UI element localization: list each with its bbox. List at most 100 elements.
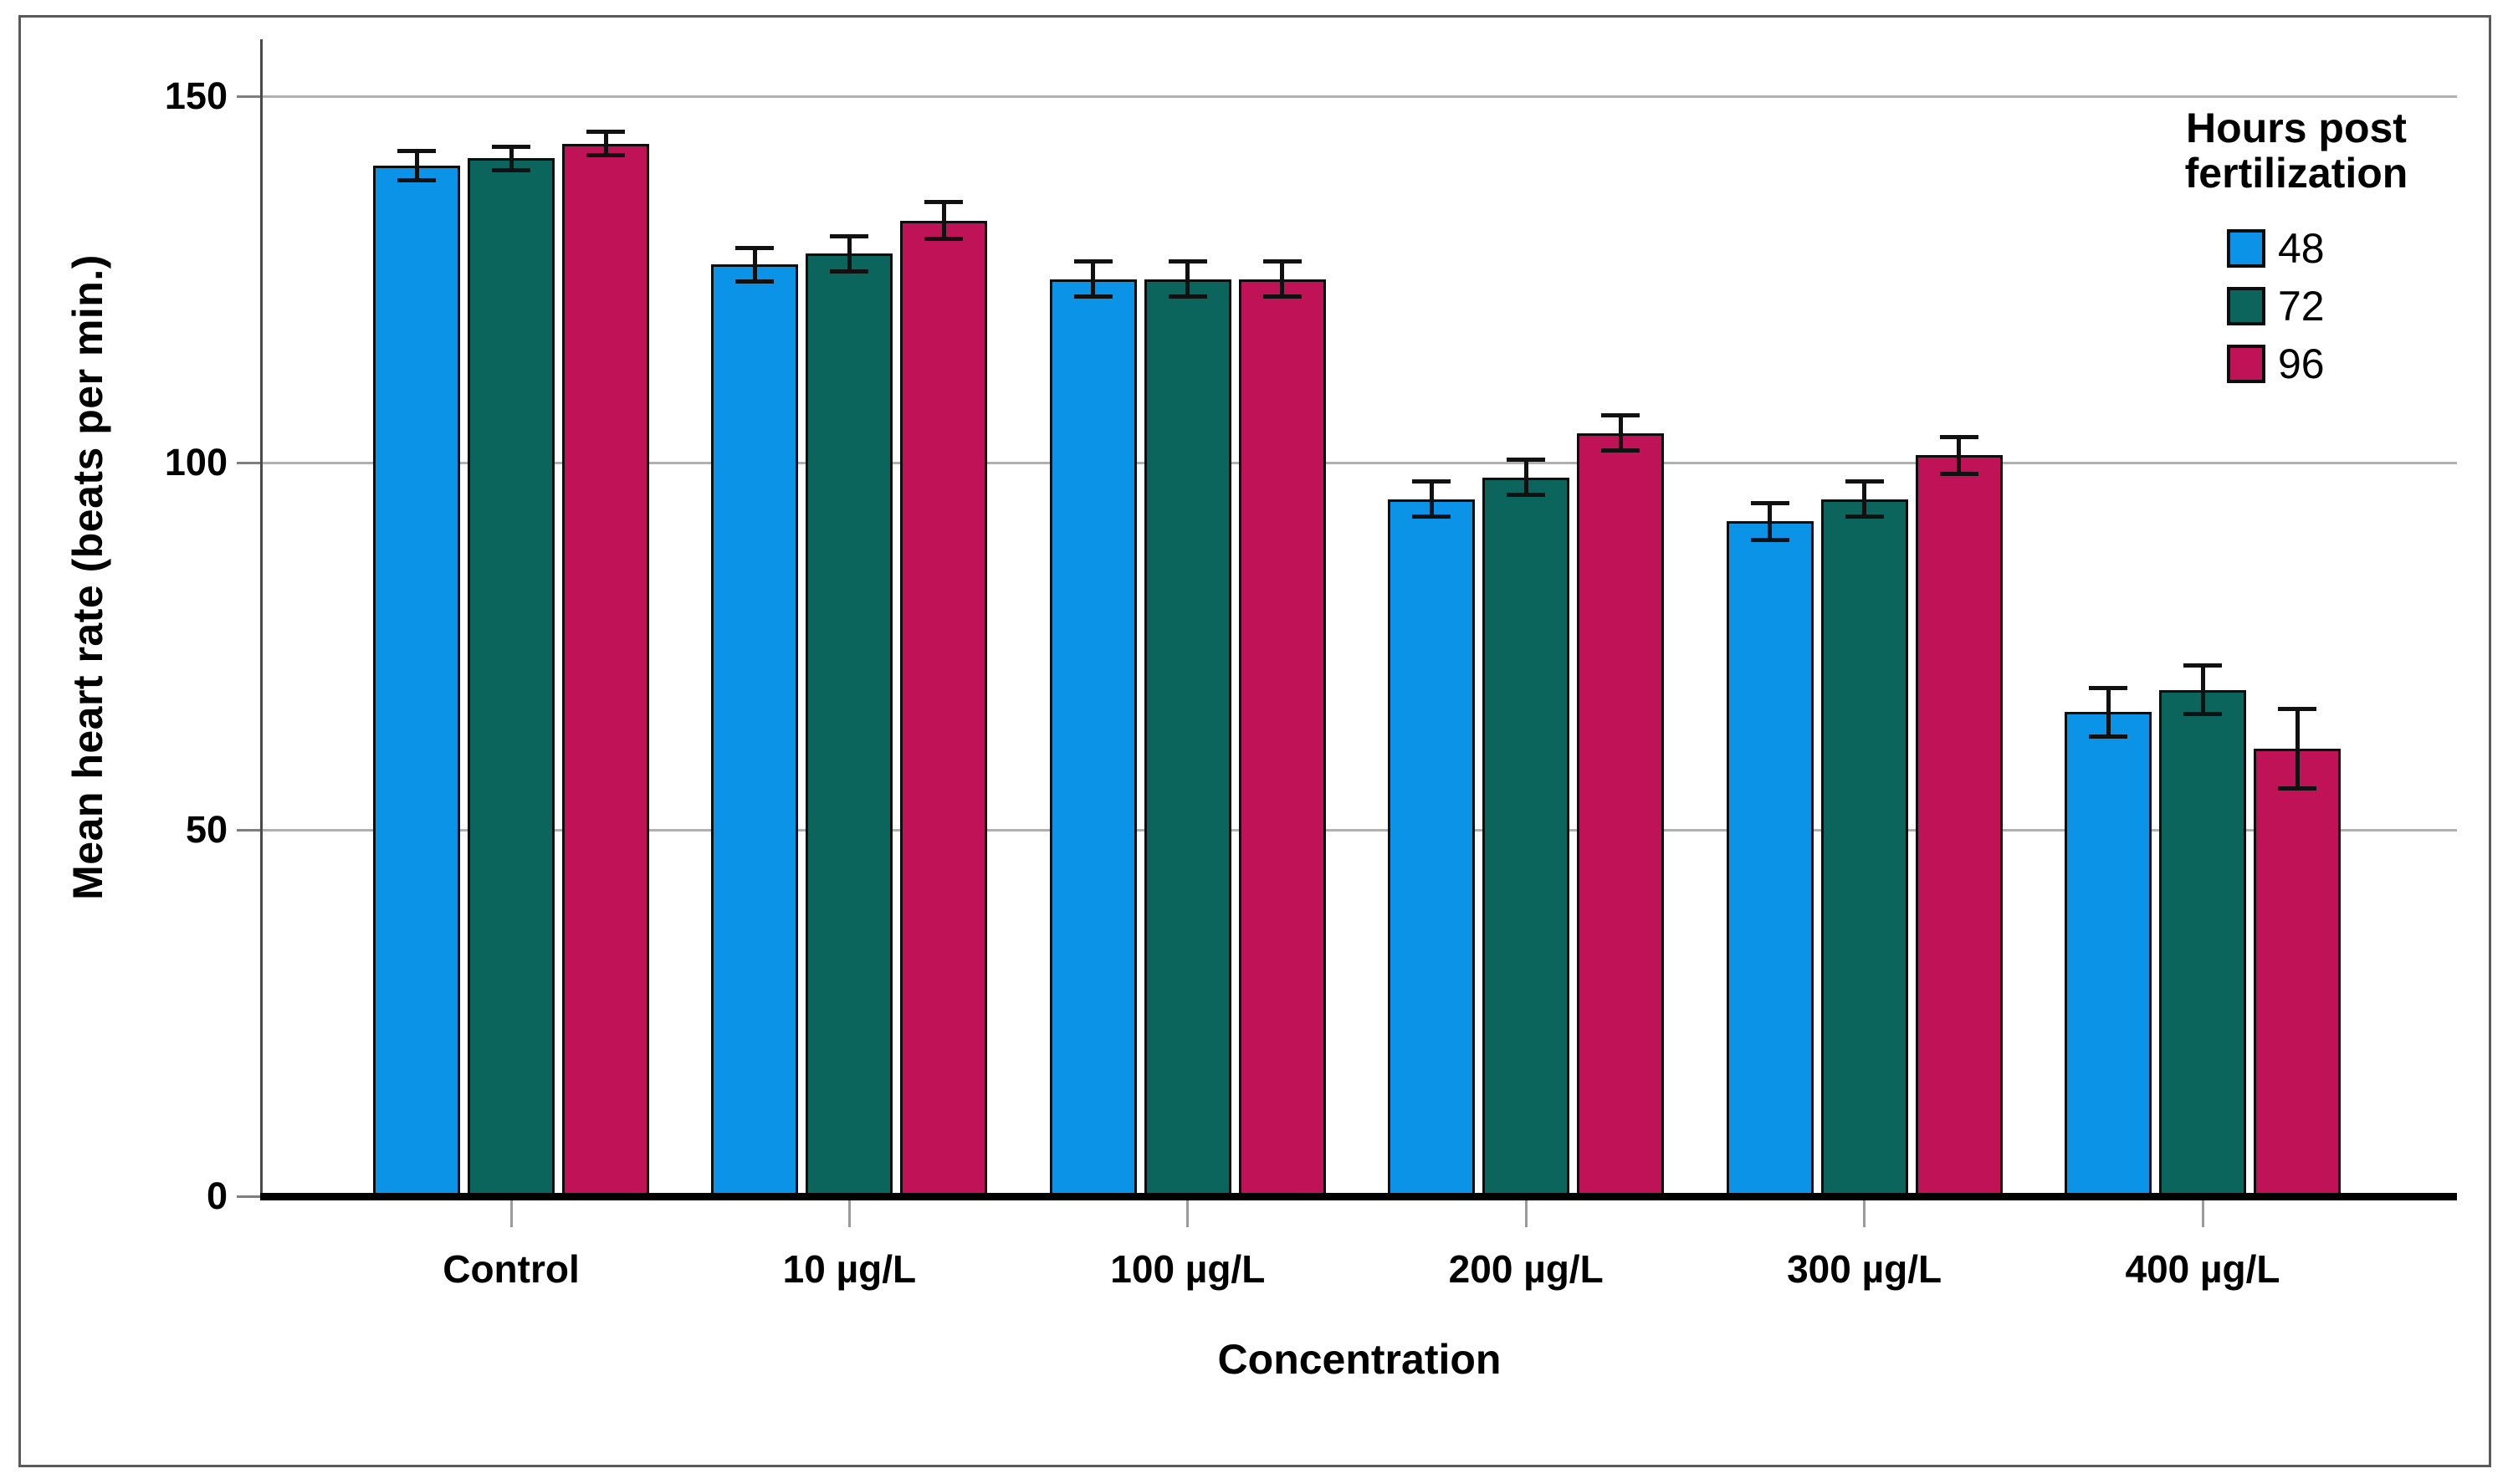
legend-swatch-72 <box>2227 287 2265 325</box>
bar-96hpf <box>900 221 988 1196</box>
legend-entry-label: 72 <box>2278 283 2325 330</box>
legend-swatch-96 <box>2227 345 2265 383</box>
error-bar-line <box>2200 665 2205 714</box>
y-axis-tick-0 <box>237 1195 260 1198</box>
legend-entry-96: 96 <box>2227 340 2468 388</box>
y-axis-tick-150 <box>237 95 260 98</box>
x-axis-tick-0 <box>509 1200 513 1227</box>
error-bar-cap-top <box>1939 434 1978 439</box>
error-bar-line <box>1957 437 1962 474</box>
error-bar-line <box>1618 415 1623 451</box>
error-bar-cap-top <box>735 245 775 250</box>
legend-title: Hours post fertilization <box>2184 105 2408 197</box>
error-bar-cap-bottom <box>830 269 869 274</box>
x-axis-baseline <box>260 1193 2457 1200</box>
y-tick-label-100: 100 <box>164 441 228 484</box>
error-bar-cap-top <box>2183 663 2222 668</box>
bar-group-200-g-L <box>1388 39 1665 1196</box>
error-bar-line <box>752 248 757 282</box>
error-bar-cap-top <box>397 148 436 153</box>
error-bar-line <box>603 131 608 156</box>
error-bar-line <box>847 236 852 272</box>
error-bar-cap-bottom <box>1750 537 1789 542</box>
y-axis-line <box>260 39 263 1200</box>
error-bar-line <box>1185 261 1190 297</box>
error-bar-cap-top <box>1601 413 1640 418</box>
y-tick-label-50: 50 <box>185 807 228 851</box>
bar-96hpf <box>562 144 649 1196</box>
legend-entry-48: 48 <box>2227 224 2468 273</box>
y-axis-tick-50 <box>237 828 260 832</box>
bar-group-300-g-L <box>1726 39 2003 1196</box>
error-bar-cap-bottom <box>735 279 775 284</box>
error-bar-cap-bottom <box>1601 448 1640 453</box>
error-bar-cap-top <box>492 144 530 149</box>
error-bar-cap-bottom <box>1507 493 1546 498</box>
bar-group-400-g-L <box>2065 39 2341 1196</box>
error-bar-line <box>1429 481 1434 517</box>
legend-entry-label: 48 <box>2278 225 2325 272</box>
error-bar-line <box>2295 709 2300 789</box>
y-axis-title: Mean heart rate (beats per min.) <box>64 254 111 900</box>
bar-48hpf <box>1726 521 1814 1196</box>
error-bar-cap-bottom <box>1939 471 1978 476</box>
bar-group-100-g-L <box>1049 39 1326 1196</box>
bar-48hpf <box>2065 712 2152 1196</box>
gridline-150 <box>262 95 2457 98</box>
bar-72hpf <box>1482 478 1570 1196</box>
error-bar-cap-top <box>1262 259 1302 264</box>
y-tick-label-0: 0 <box>206 1174 228 1217</box>
bar-48hpf <box>1049 279 1137 1196</box>
bar-96hpf <box>1577 433 1665 1196</box>
error-bar-line <box>414 151 419 181</box>
error-bar-cap-top <box>1845 479 1884 484</box>
error-bar-line <box>1280 261 1285 297</box>
error-bar-cap-bottom <box>1845 514 1884 519</box>
bar-group-10-g-L <box>711 39 988 1196</box>
bar-72hpf <box>1144 279 1231 1196</box>
x-tick-label-1: 10 µg/L <box>782 1247 917 1291</box>
error-bar-cap-bottom <box>924 237 964 242</box>
x-axis-tick-5 <box>2201 1200 2204 1227</box>
x-tick-label-0: Control <box>443 1247 580 1291</box>
bar-96hpf <box>1915 455 2003 1196</box>
error-bar-cap-bottom <box>2183 712 2222 717</box>
legend-entries: 48 72 96 <box>2125 224 2468 388</box>
error-bar-line <box>1862 481 1867 517</box>
bar-96hpf <box>1238 279 1326 1196</box>
bar-72hpf <box>2159 690 2246 1196</box>
x-tick-label-3: 200 µg/L <box>1448 1247 1604 1291</box>
bar-group-Control <box>373 39 649 1196</box>
error-bar-cap-top <box>1168 259 1207 264</box>
error-bar-line <box>1091 261 1096 297</box>
bar-48hpf <box>1388 499 1476 1196</box>
error-bar-cap-bottom <box>2089 734 2127 739</box>
error-bar-cap-bottom <box>397 177 436 182</box>
error-bar-line <box>509 146 514 171</box>
bar-72hpf <box>1820 499 1908 1196</box>
error-bar-line <box>1768 503 1773 540</box>
x-tick-label-2: 100 µg/L <box>1110 1247 1266 1291</box>
x-axis-title: Concentration <box>1217 1336 1502 1383</box>
y-tick-label-150: 150 <box>164 74 228 117</box>
error-bar-cap-top <box>2278 707 2316 712</box>
error-bar-cap-bottom <box>2278 785 2316 791</box>
error-bar-cap-bottom <box>1168 294 1207 299</box>
x-axis-tick-1 <box>847 1200 851 1227</box>
x-tick-label-4: 300 µg/L <box>1787 1247 1942 1291</box>
x-tick-label-5: 400 µg/L <box>2125 1247 2280 1291</box>
error-bar-cap-top <box>1073 259 1113 264</box>
legend-entry-label: 96 <box>2278 340 2325 387</box>
legend-entry-72: 72 <box>2227 282 2468 330</box>
error-bar-cap-top <box>1750 500 1789 505</box>
error-bar-cap-bottom <box>1262 294 1302 299</box>
error-bar-line <box>941 202 946 239</box>
error-bar-cap-top <box>1412 479 1451 484</box>
error-bar-line <box>2106 688 2111 737</box>
error-bar-cap-bottom <box>1073 294 1113 299</box>
bar-72hpf <box>468 158 555 1196</box>
bar-96hpf <box>2254 749 2341 1196</box>
legend: Hours post fertilization 48 72 96 <box>2125 105 2468 388</box>
bar-72hpf <box>806 253 893 1196</box>
